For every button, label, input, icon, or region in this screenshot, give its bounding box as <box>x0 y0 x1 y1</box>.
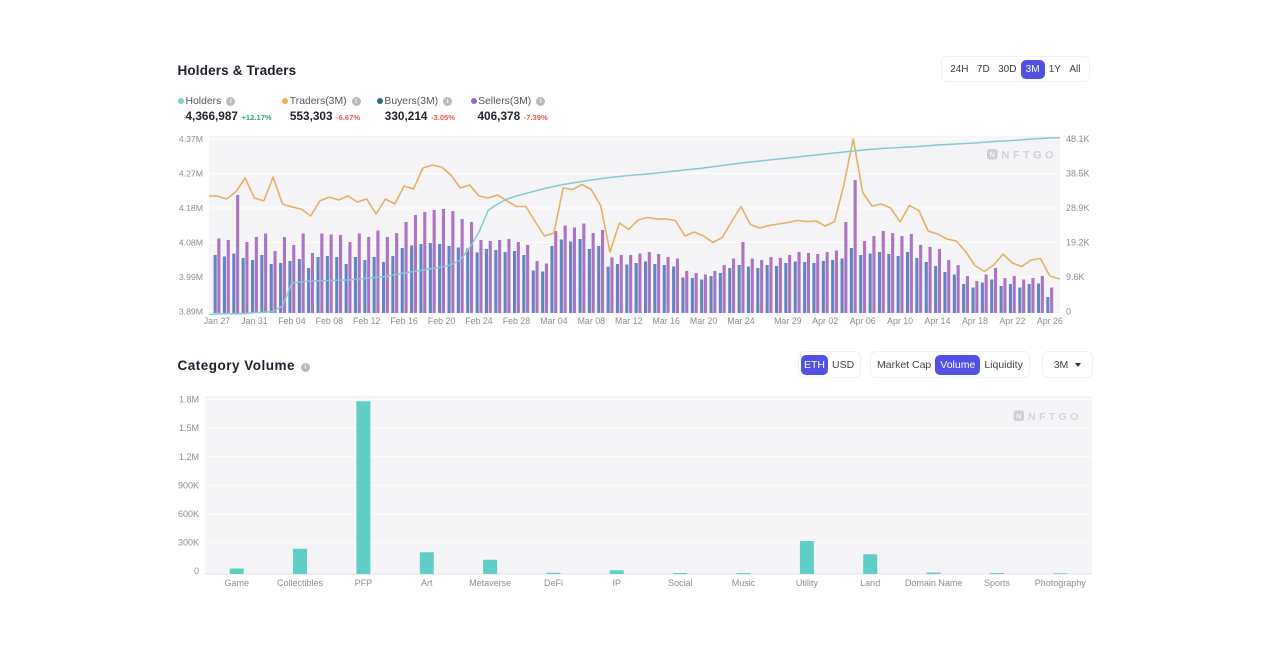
svg-text:9.6K: 9.6K <box>1066 272 1085 282</box>
svg-text:48.1K: 48.1K <box>1066 134 1090 144</box>
svg-text:Feb 12: Feb 12 <box>353 316 380 326</box>
svg-text:Mar 29: Mar 29 <box>774 316 801 326</box>
svg-text:NFTGO: NFTGO <box>1028 411 1082 423</box>
svg-text:1.5M: 1.5M <box>179 423 199 433</box>
svg-text:0: 0 <box>194 566 199 576</box>
svg-text:38.5K: 38.5K <box>1066 169 1090 179</box>
svg-text:Music: Music <box>732 578 756 588</box>
svg-text:Apr 14: Apr 14 <box>925 316 951 326</box>
svg-text:4.08M: 4.08M <box>179 238 203 248</box>
svg-text:Domain Name: Domain Name <box>905 578 963 588</box>
svg-text:Feb 28: Feb 28 <box>503 316 530 326</box>
svg-text:1.8M: 1.8M <box>179 395 199 405</box>
svg-text:N: N <box>1016 412 1021 421</box>
svg-text:Apr 26: Apr 26 <box>1037 316 1063 326</box>
svg-text:DeFi: DeFi <box>544 578 563 588</box>
svg-text:Sports: Sports <box>984 578 1011 588</box>
svg-text:Feb 04: Feb 04 <box>278 316 305 326</box>
svg-text:0: 0 <box>1066 307 1071 317</box>
svg-text:28.9K: 28.9K <box>1066 203 1090 213</box>
svg-text:Land: Land <box>860 578 880 588</box>
svg-text:600K: 600K <box>178 509 199 519</box>
svg-text:Apr 02: Apr 02 <box>812 316 838 326</box>
svg-text:Art: Art <box>421 578 433 588</box>
svg-text:Mar 20: Mar 20 <box>690 316 717 326</box>
svg-text:4.18M: 4.18M <box>179 203 203 213</box>
svg-text:PFP: PFP <box>355 578 373 588</box>
svg-text:Feb 16: Feb 16 <box>390 316 417 326</box>
svg-text:Apr 10: Apr 10 <box>887 316 913 326</box>
svg-text:Photography: Photography <box>1035 578 1087 588</box>
svg-text:Mar 04: Mar 04 <box>540 316 567 326</box>
svg-text:Mar 24: Mar 24 <box>727 316 754 326</box>
svg-text:Social: Social <box>668 578 693 588</box>
svg-text:Mar 16: Mar 16 <box>653 316 680 326</box>
svg-text:Jan 27: Jan 27 <box>204 316 231 326</box>
svg-text:Feb 20: Feb 20 <box>428 316 455 326</box>
svg-text:NFTGO: NFTGO <box>1002 149 1058 161</box>
svg-text:3.89M: 3.89M <box>179 307 203 317</box>
svg-text:Collectibles: Collectibles <box>277 578 324 588</box>
svg-text:N: N <box>990 150 995 159</box>
svg-text:1.2M: 1.2M <box>179 452 199 462</box>
svg-text:300K: 300K <box>178 538 199 548</box>
svg-text:Mar 12: Mar 12 <box>615 316 642 326</box>
svg-text:Apr 22: Apr 22 <box>999 316 1025 326</box>
svg-text:Metaverse: Metaverse <box>469 578 511 588</box>
svg-text:Feb 24: Feb 24 <box>465 316 492 326</box>
svg-text:Apr 18: Apr 18 <box>962 316 988 326</box>
svg-text:900K: 900K <box>178 480 199 490</box>
svg-text:IP: IP <box>613 578 622 588</box>
svg-text:19.2K: 19.2K <box>1066 238 1090 248</box>
svg-text:4.37M: 4.37M <box>179 134 203 144</box>
svg-text:Game: Game <box>224 578 249 588</box>
svg-text:4.27M: 4.27M <box>179 169 203 179</box>
svg-text:Mar 08: Mar 08 <box>578 316 605 326</box>
svg-text:Feb 08: Feb 08 <box>316 316 343 326</box>
svg-text:3.99M: 3.99M <box>179 272 203 282</box>
svg-text:Utility: Utility <box>796 578 818 588</box>
svg-text:Apr 06: Apr 06 <box>850 316 876 326</box>
svg-text:Jan 31: Jan 31 <box>241 316 268 326</box>
